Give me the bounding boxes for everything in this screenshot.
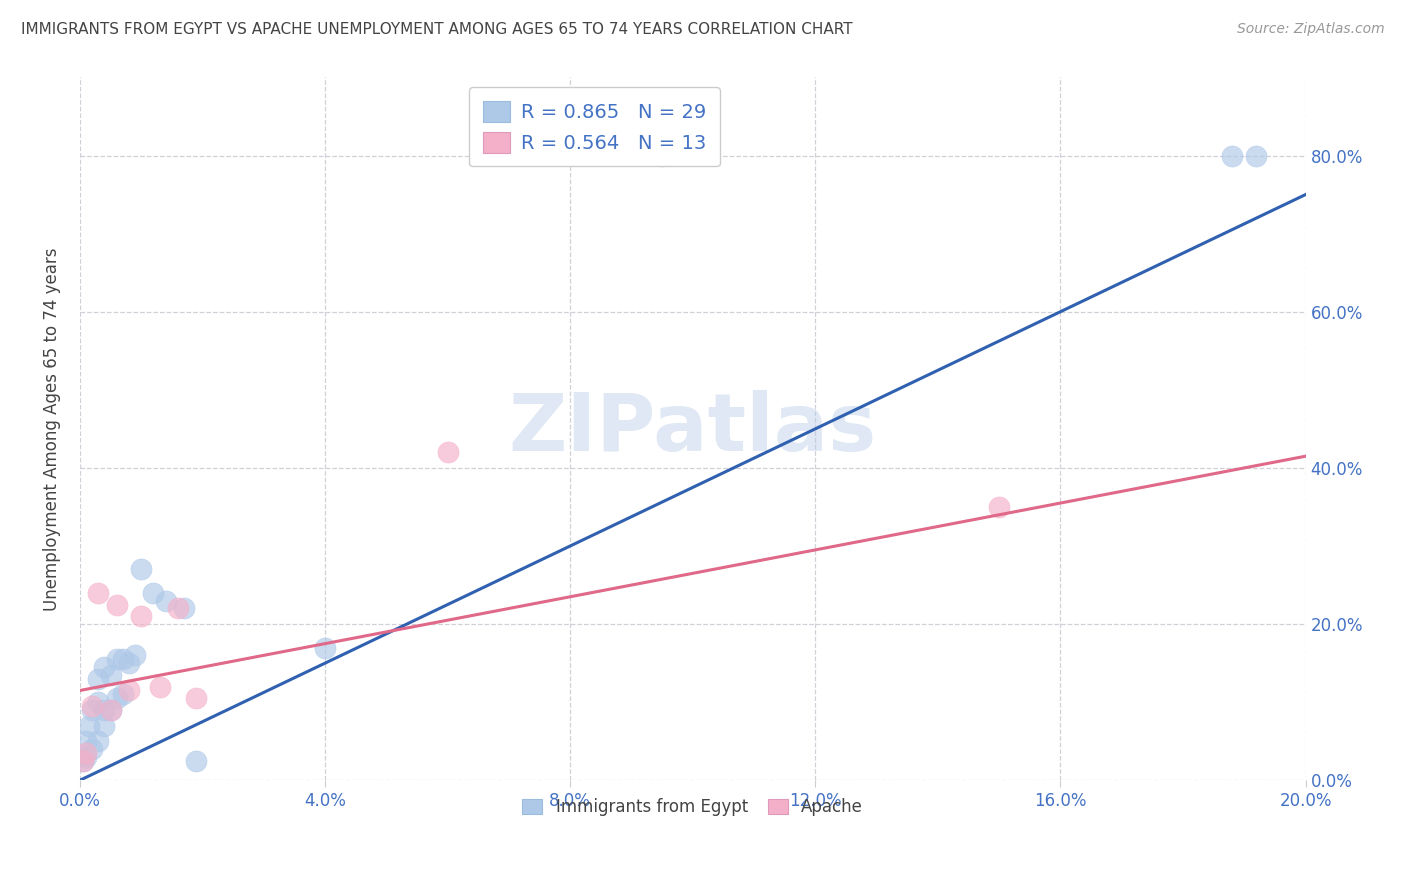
Point — [1220, 148, 1243, 162]
Point — [167, 601, 190, 615]
Point — [105, 598, 128, 612]
Legend: Immigrants from Egypt, Apache: Immigrants from Egypt, Apache — [515, 790, 872, 825]
Point — [118, 656, 141, 670]
Point — [118, 683, 141, 698]
Point — [100, 703, 122, 717]
Point — [72, 754, 94, 768]
Point — [111, 687, 134, 701]
Point — [129, 609, 152, 624]
Text: IMMIGRANTS FROM EGYPT VS APACHE UNEMPLOYMENT AMONG AGES 65 TO 74 YEARS CORRELATI: IMMIGRANTS FROM EGYPT VS APACHE UNEMPLOY… — [21, 22, 852, 37]
Point — [100, 668, 122, 682]
Point — [75, 734, 97, 748]
Point — [100, 703, 122, 717]
Point — [186, 691, 208, 706]
Point — [75, 750, 97, 764]
Point — [148, 680, 170, 694]
Point — [129, 562, 152, 576]
Point — [82, 699, 104, 714]
Point — [186, 754, 208, 768]
Point — [105, 691, 128, 706]
Point — [93, 718, 115, 732]
Point — [82, 742, 104, 756]
Point — [436, 445, 458, 459]
Point — [77, 718, 100, 732]
Point — [93, 660, 115, 674]
Point — [1246, 148, 1268, 162]
Point — [651, 148, 673, 162]
Y-axis label: Unemployment Among Ages 65 to 74 years: Unemployment Among Ages 65 to 74 years — [44, 247, 60, 611]
Point — [124, 648, 146, 663]
Point — [314, 640, 336, 655]
Point — [87, 695, 110, 709]
Text: Source: ZipAtlas.com: Source: ZipAtlas.com — [1237, 22, 1385, 37]
Point — [87, 734, 110, 748]
Point — [72, 754, 94, 768]
Point — [142, 586, 165, 600]
Point — [93, 703, 115, 717]
Point — [155, 593, 177, 607]
Point — [988, 500, 1011, 514]
Point — [87, 672, 110, 686]
Point — [82, 703, 104, 717]
Text: ZIPatlas: ZIPatlas — [509, 390, 877, 468]
Point — [75, 746, 97, 760]
Point — [111, 652, 134, 666]
Point — [173, 601, 195, 615]
Point — [87, 586, 110, 600]
Point — [105, 652, 128, 666]
